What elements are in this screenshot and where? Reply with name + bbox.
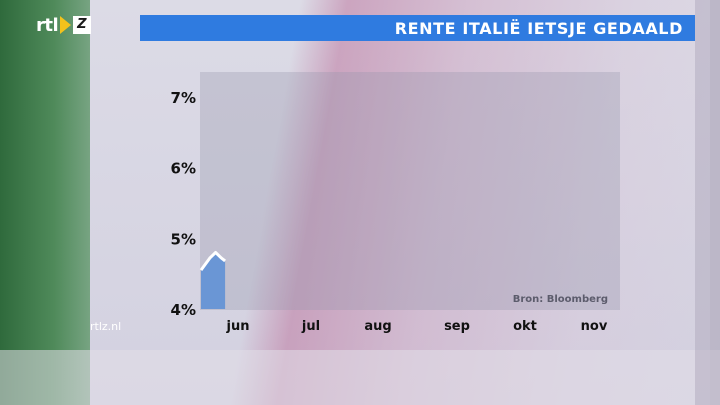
x-tick-label: okt (513, 319, 537, 334)
y-axis: 4% 5% 6% 7% (171, 89, 196, 319)
bottom-band (0, 350, 720, 405)
series-line (199, 251, 227, 271)
y-tick-label: 7% (171, 89, 196, 107)
logo-z-text: Z (73, 16, 91, 34)
site-url: rtlz.nl (90, 320, 122, 333)
x-tick-label: jul (301, 319, 320, 334)
source-label: Bron: Bloomberg (513, 294, 608, 305)
rtlz-logo: rtl Z (36, 14, 91, 36)
y-tick-label: 4% (171, 301, 196, 319)
y-tick-label: 6% (171, 160, 196, 178)
title-bar: RENTE ITALIË IETSJE GEDAALD (140, 15, 695, 41)
series-area (201, 252, 226, 309)
logo-rtl-text: rtl (36, 14, 59, 36)
right-band (695, 0, 720, 405)
y-tick-label: 5% (171, 230, 196, 248)
x-tick-label: jun (226, 319, 250, 334)
x-tick-label: aug (364, 319, 391, 334)
series-group (199, 251, 227, 309)
x-tick-label: nov (581, 319, 608, 334)
x-tick-label: sep (444, 319, 470, 334)
logo-arrow-icon (60, 16, 72, 34)
plot-area (200, 72, 620, 310)
chart-title: RENTE ITALIË IETSJE GEDAALD (394, 18, 683, 38)
x-axis: jun jul aug sep okt nov (226, 319, 608, 334)
